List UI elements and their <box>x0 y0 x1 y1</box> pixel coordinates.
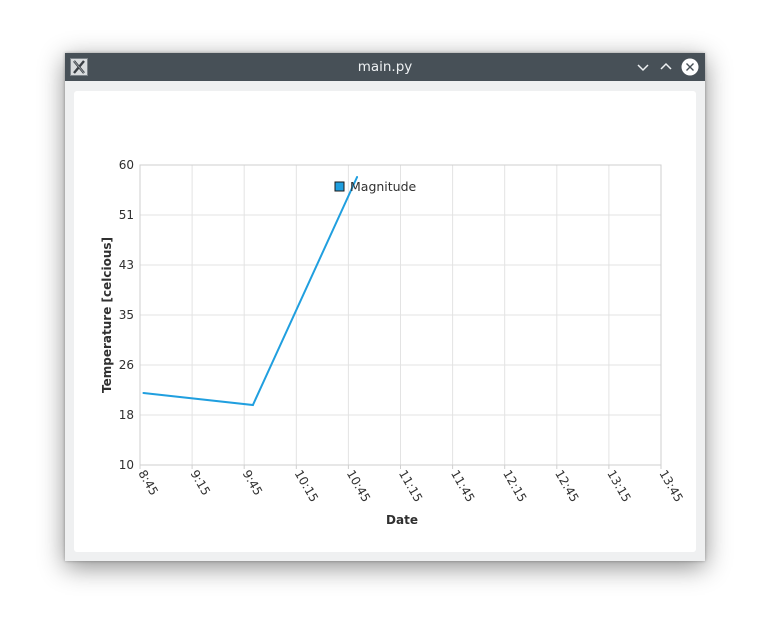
x-tick-label: 13:15 <box>604 468 633 505</box>
maximize-icon <box>660 62 672 70</box>
close-button[interactable] <box>681 58 699 76</box>
window-title: main.py <box>357 59 413 75</box>
y-axis-label: Temperature [celcious] <box>100 237 114 393</box>
x-tick-label: 11:15 <box>396 468 425 505</box>
legend: Magnitude <box>334 179 417 194</box>
x-app-icon <box>70 58 88 76</box>
y-tick-label: 18 <box>119 408 134 422</box>
title-bar[interactable]: main.py <box>65 53 705 81</box>
x-axis-label: Date <box>386 513 418 527</box>
close-icon <box>681 58 699 76</box>
app-window: main.py 8:45 9:15 9:45 10:15 10:45 11:15 11:45… <box>65 53 705 561</box>
y-tick-label: 26 <box>119 358 134 372</box>
x-tick-label: 10:45 <box>344 468 373 505</box>
minimize-icon <box>637 64 649 72</box>
chart: 8:45 9:15 9:45 10:15 10:45 11:15 11:45 12:15 12:… <box>100 158 686 527</box>
y-tick-label: 35 <box>119 308 134 322</box>
x-tick-label: 12:15 <box>500 468 529 505</box>
x-tick-label: 11:45 <box>448 468 477 505</box>
y-tick-label: 51 <box>119 208 134 222</box>
x-tick-label: 12:45 <box>552 468 581 505</box>
y-tick-label: 10 <box>119 458 134 472</box>
x-tick-label: 10:15 <box>292 468 321 505</box>
x-tick-label: 9:15 <box>188 468 214 498</box>
x-tick-label: 13:45 <box>656 468 685 505</box>
x-tick-label: 8:45 <box>135 468 161 498</box>
maximize-button[interactable] <box>657 58 675 76</box>
x-tick-label: 9:45 <box>240 468 266 498</box>
y-tick-label: 43 <box>119 258 134 272</box>
legend-label-magnitude: Magnitude <box>350 179 417 194</box>
legend-swatch-magnitude <box>334 181 345 192</box>
chart-view: 8:45 9:15 9:45 10:15 10:45 11:15 11:45 12:15 12:… <box>74 91 696 552</box>
minimize-button[interactable] <box>634 58 652 76</box>
plot-area-border <box>139 164 662 466</box>
data-point <box>356 176 359 178</box>
series-line-magnitude <box>143 176 359 407</box>
y-tick-label: 60 <box>119 158 134 172</box>
data-point <box>251 404 254 406</box>
data-point <box>142 392 145 394</box>
